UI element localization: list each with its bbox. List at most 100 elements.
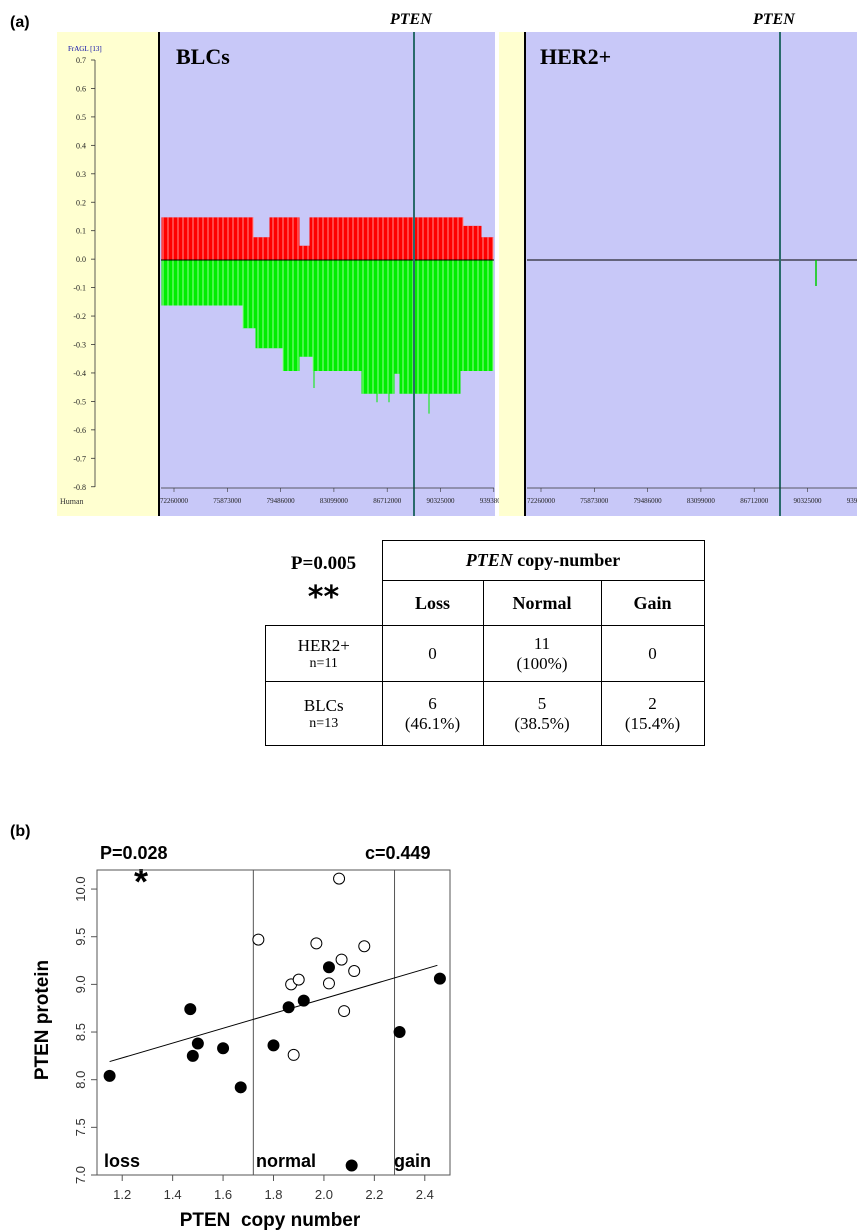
y-tick-label: 0.5 — [76, 113, 86, 122]
y-axis-label: PTEN protein — [32, 960, 53, 1080]
cell-percent: (38.5%) — [514, 713, 570, 733]
y-tick-label: 0.7 — [76, 56, 86, 65]
table-row: HER2+ n=11 0 11 (100%) 0 — [265, 625, 705, 682]
y-tick-label: 7.0 — [73, 1166, 88, 1184]
x-tick-label: 93938000 — [847, 497, 857, 505]
y-tick-label: 0.4 — [76, 141, 86, 150]
y-tick-label: -0.4 — [73, 369, 86, 378]
her2-left-margin — [499, 32, 524, 516]
table-cell: 6 (46.1%) — [381, 681, 484, 746]
table-cell: 2 (15.4%) — [600, 681, 705, 746]
x-tick-label: 83099000 — [687, 497, 716, 505]
filled-point — [345, 1159, 358, 1172]
x-tick-label: 1.6 — [214, 1187, 232, 1202]
column-header-normal: Normal — [482, 580, 602, 626]
panel-a-label: (a) — [10, 14, 30, 31]
filled-point — [184, 1003, 197, 1016]
y-axis-ticks: 0.7 0.6 0.5 0.4 0.3 0.2 0.1 0.0 -0.1 -0.2 -0.3 -0.4… — [73, 56, 95, 492]
table-cell: 5 (38.5%) — [482, 681, 602, 746]
filled-point — [234, 1081, 247, 1094]
y-tick-label: 9.0 — [73, 975, 88, 993]
row-n: n=11 — [309, 655, 338, 671]
y-tick-label: 9.5 — [73, 928, 88, 946]
pten-copy-number-table: P=0.005 ** PTEN copy-number Loss Normal … — [265, 540, 705, 746]
x-axis-label: PTEN copy number — [180, 1210, 361, 1230]
y-tick-label: 0.6 — [76, 84, 86, 93]
open-point — [322, 977, 335, 990]
filled-point — [393, 1026, 406, 1039]
table-row: BLCs n=13 6 (46.1%) 5 (38.5%) 2 (15.4%) — [265, 681, 705, 746]
scatter-x-ticks: 1.2 1.4 1.6 1.8 2.0 2.2 2.4 — [113, 1175, 434, 1202]
y-tick-label: -0.8 — [73, 483, 86, 492]
open-point — [335, 953, 348, 966]
table-cell: 0 — [381, 625, 484, 682]
column-header-gain: Gain — [600, 580, 705, 626]
filled-point — [217, 1042, 230, 1055]
cell-value: 0 — [648, 643, 657, 663]
x-tick-label: 90325000 — [794, 497, 823, 505]
scatter-y-ticks: 7.0 7.5 8.0 8.5 9.0 9.5 10.0 — [73, 876, 97, 1184]
open-point — [292, 973, 305, 986]
open-point — [252, 933, 265, 946]
x-tick-label: 86712000 — [740, 497, 769, 505]
table-header-gene: PTEN — [465, 550, 513, 570]
x-tick-label: 79486000 — [267, 497, 296, 505]
axis-footer: Human — [60, 497, 84, 506]
filled-point — [267, 1039, 280, 1052]
regression-line — [109, 964, 438, 1063]
x-tick-label: 1.8 — [264, 1187, 282, 1202]
filled-point — [191, 1037, 204, 1050]
y-tick-label: 0.3 — [76, 170, 86, 179]
filled-point — [186, 1049, 199, 1062]
table-header-copy-number: PTEN copy-number — [381, 540, 705, 581]
cell-value: 11 — [533, 633, 551, 653]
cgh-genome-plot: FrAGL [13] 0.7 0.6 0.5 0.4 0.3 0.2 0.1 0.0 -0.1 -… — [57, 32, 857, 516]
y-tick-label: -0.7 — [73, 454, 86, 463]
cell-percent: (46.1%) — [404, 713, 461, 733]
pten-marker-label-her2: PTEN — [753, 11, 795, 28]
y-tick-label: 8.5 — [73, 1023, 88, 1041]
x-tick-label: 83099000 — [320, 497, 349, 505]
x-tick-label: 1.4 — [164, 1187, 182, 1202]
y-tick-label: 8.0 — [73, 1071, 88, 1089]
scatter-points — [103, 872, 446, 1172]
her2-plot-background — [524, 32, 857, 516]
table-significance-stars: ** — [307, 579, 340, 615]
copy-number-thresholds — [252, 870, 396, 1175]
region-label-loss: loss — [104, 1151, 140, 1171]
pten-marker-label-blcs: PTEN — [390, 11, 432, 28]
table-cell: 0 — [600, 625, 705, 682]
x-tick-label: 72260000 — [160, 497, 189, 505]
x-tick-label: 2.4 — [416, 1187, 434, 1202]
y-tick-label: -0.2 — [73, 312, 86, 321]
cell-value: 2 — [648, 693, 657, 713]
table-header-suffix: copy-number — [517, 550, 621, 570]
x-tick-label: 86712000 — [373, 497, 402, 505]
table-cell: 11 (100%) — [482, 625, 602, 682]
scatter-p-value: P=0.028 — [100, 843, 168, 863]
her2-plot-title: HER2+ — [540, 44, 611, 69]
cell-value: 0 — [428, 643, 437, 663]
filled-point — [282, 1001, 295, 1014]
x-tick-label: 90325000 — [427, 497, 456, 505]
region-label-normal: normal — [256, 1151, 316, 1171]
x-tick-label: 2.0 — [315, 1187, 333, 1202]
filled-point — [433, 972, 446, 985]
panel-b-label: (b) — [10, 823, 31, 840]
row-group: BLCs — [303, 695, 344, 715]
table-stats-corner: P=0.005 ** — [266, 541, 383, 626]
open-point — [310, 937, 323, 950]
open-point — [338, 1005, 351, 1018]
scatter-significance-star: * — [134, 861, 148, 902]
open-point — [348, 965, 361, 978]
x-tick-label: 2.2 — [365, 1187, 383, 1202]
scatter-c-value: c=0.449 — [365, 843, 431, 863]
open-point — [287, 1048, 300, 1061]
y-tick-label: 0.0 — [76, 255, 86, 264]
x-tick-label: 79486000 — [634, 497, 663, 505]
y-axis-margin — [57, 32, 158, 516]
cell-value: 5 — [537, 693, 547, 713]
region-label-gain: gain — [394, 1151, 431, 1171]
y-tick-label: -0.5 — [73, 397, 86, 406]
y-tick-label: 0.1 — [76, 227, 86, 236]
